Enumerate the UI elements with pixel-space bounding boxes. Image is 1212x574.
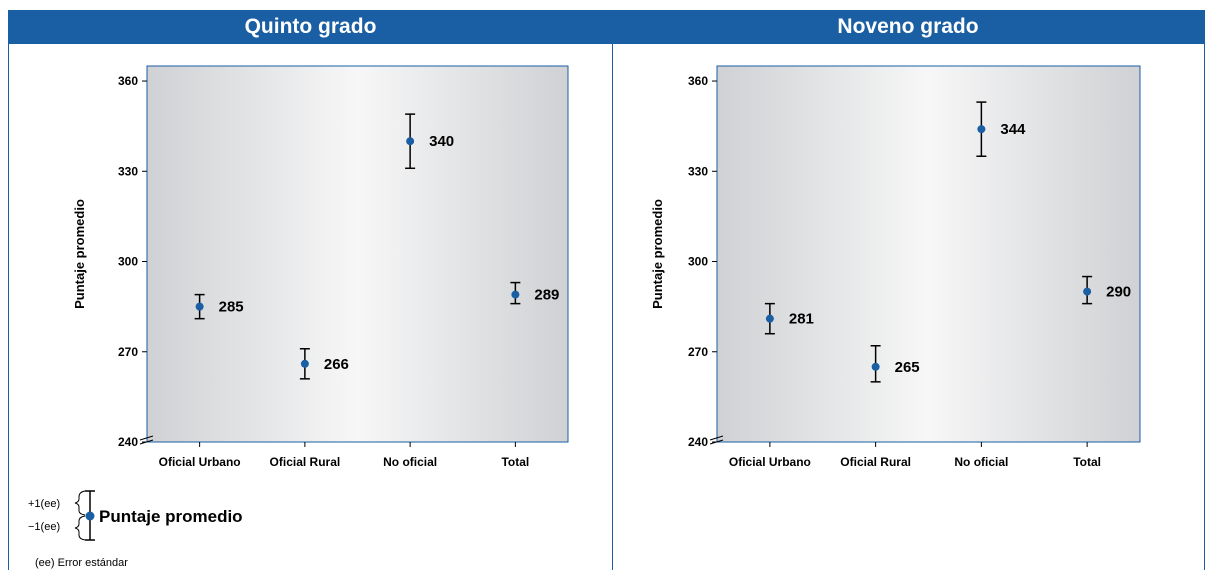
y-tick-label: 270 xyxy=(688,345,708,359)
legend-note: (ee) Error estándar xyxy=(35,557,128,569)
y-tick-label: 270 xyxy=(118,345,138,359)
y-tick-label: 300 xyxy=(118,255,138,269)
data-point xyxy=(511,290,520,299)
y-tick-label: 240 xyxy=(688,435,708,449)
data-point xyxy=(977,125,986,134)
data-label: 285 xyxy=(219,299,244,316)
y-tick-label: 360 xyxy=(118,74,138,88)
y-tick-label: 330 xyxy=(688,164,708,178)
data-point xyxy=(765,314,774,323)
data-label: 290 xyxy=(1106,284,1131,301)
data-label: 289 xyxy=(534,287,559,304)
panel-title: Noveno grado xyxy=(612,10,1204,44)
data-point xyxy=(195,302,204,311)
chart-quinto-grado: 240 270 300 330 360 Puntaje promedio Oficial U… xyxy=(72,65,569,469)
panel-title: Quinto grado xyxy=(9,10,612,44)
data-label: 265 xyxy=(895,359,920,376)
chart-noveno-grado: 240 270 300 330 360 Puntaje promedio Oficial U… xyxy=(650,65,1141,469)
data-label: 266 xyxy=(324,356,349,373)
x-tick-label: Oficial Rural xyxy=(270,455,341,469)
data-point xyxy=(1083,287,1092,296)
y-tick-label: 360 xyxy=(688,74,708,88)
axis-break xyxy=(139,435,154,441)
legend-plus-label: +1(ee) xyxy=(28,498,60,510)
x-tick-label: Oficial Rural xyxy=(840,455,911,469)
data-point xyxy=(871,362,880,371)
axis-break xyxy=(139,439,154,445)
legend-minus-label: −1(ee) xyxy=(28,521,60,533)
y-axis-label: Puntaje promedio xyxy=(72,199,87,309)
legend-series-label: Puntaje promedio xyxy=(99,507,243,526)
legend-lower-brace xyxy=(74,515,86,541)
x-tick-label: Oficial Urbano xyxy=(729,455,811,469)
plot-area xyxy=(716,65,1141,443)
data-point xyxy=(406,137,415,146)
legend-marker xyxy=(85,511,95,521)
panel-quinto-grado: Quinto grado 240 270 300 330 360 Puntaje prom… xyxy=(8,10,613,570)
data-label: 340 xyxy=(429,133,454,150)
x-tick-label: Total xyxy=(501,455,529,469)
y-tick-label: 300 xyxy=(688,255,708,269)
data-label: 281 xyxy=(789,311,814,328)
y-tick-label: 240 xyxy=(118,435,138,449)
chart-legend: +1(ee) −1(ee) Puntaje promedio (ee) Erro… xyxy=(28,490,243,569)
x-tick-label: No oficial xyxy=(954,455,1008,469)
legend-upper-brace xyxy=(74,490,86,516)
y-axis-label: Puntaje promedio xyxy=(650,199,665,309)
data-point xyxy=(300,359,309,368)
axis-break xyxy=(709,439,724,445)
panel-noveno-grado: Noveno grado 240 270 300 330 360 Puntaje prom… xyxy=(612,10,1205,570)
axis-break xyxy=(709,435,724,441)
x-tick-label: No oficial xyxy=(383,455,437,469)
x-tick-label: Total xyxy=(1073,455,1101,469)
data-label: 344 xyxy=(1000,121,1026,138)
y-tick-label: 330 xyxy=(118,164,138,178)
x-tick-label: Oficial Urbano xyxy=(159,455,241,469)
plot-area xyxy=(146,65,569,443)
